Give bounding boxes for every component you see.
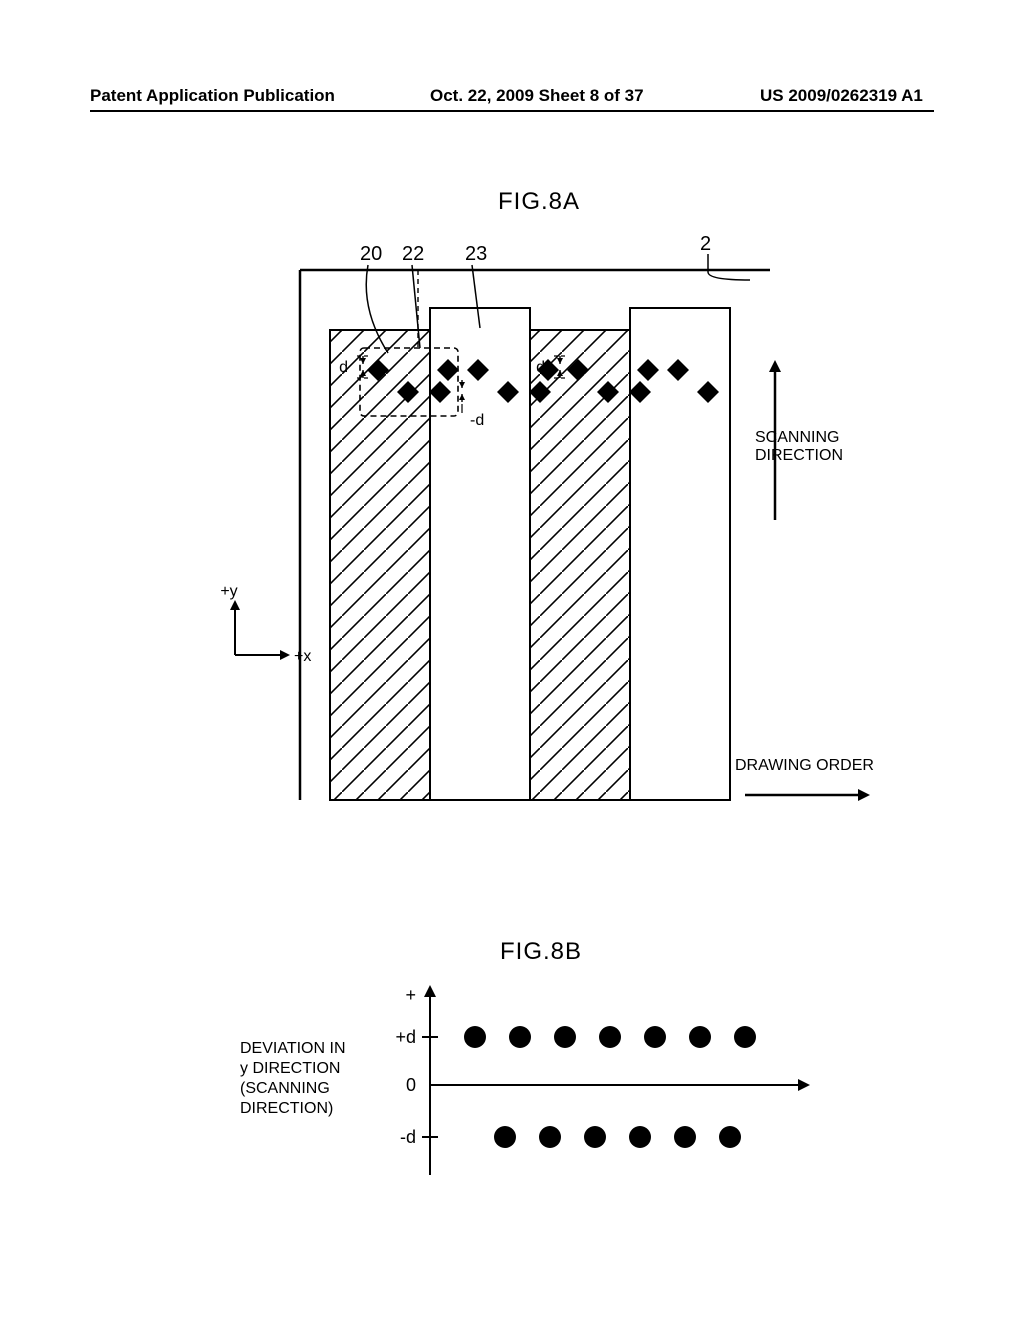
svg-text:20: 20 bbox=[360, 243, 382, 265]
svg-text:(SCANNING: (SCANNING bbox=[240, 1080, 330, 1097]
svg-text:y DIRECTION: y DIRECTION bbox=[240, 1060, 340, 1077]
svg-text:22: 22 bbox=[402, 243, 424, 265]
figure-8a-title: FIG.8A bbox=[498, 188, 580, 216]
svg-text:d: d bbox=[339, 359, 348, 376]
svg-text:DIRECTION): DIRECTION) bbox=[240, 1100, 333, 1117]
figure-8b-chart: +d -d 0 + DEVIATION IN y DIRECTION (SCANNING DI… bbox=[200, 965, 880, 1215]
svg-text:d: d bbox=[536, 359, 545, 376]
svg-text:+d: +d bbox=[395, 1027, 416, 1047]
svg-text:2: 2 bbox=[700, 233, 711, 255]
svg-text:+y: +y bbox=[220, 583, 237, 600]
header-rule bbox=[90, 110, 934, 112]
svg-text:+x: +x bbox=[294, 648, 311, 665]
svg-text:-d: -d bbox=[400, 1127, 416, 1147]
svg-text:23: 23 bbox=[465, 243, 487, 265]
header-left-text: Patent Application Publication bbox=[90, 86, 335, 106]
svg-text:-d: -d bbox=[470, 412, 484, 429]
svg-text:0: 0 bbox=[406, 1075, 416, 1095]
svg-text:+: + bbox=[405, 985, 416, 1005]
figure-8a-diagram: d d -d 20 22 23 2 SCANNINGDIRECTION DRAWING ORDE… bbox=[210, 220, 910, 830]
header-right-text: US 2009/0262319 A1 bbox=[760, 86, 923, 106]
svg-text:DRAWING ORDER: DRAWING ORDER bbox=[735, 757, 874, 774]
svg-text:SCANNING: SCANNING bbox=[755, 429, 839, 446]
page: Patent Application Publication Oct. 22, … bbox=[0, 0, 1024, 1320]
figure-8b-title: FIG.8B bbox=[500, 938, 582, 966]
svg-text:DIRECTION: DIRECTION bbox=[755, 447, 843, 464]
svg-text:DEVIATION IN: DEVIATION IN bbox=[240, 1040, 346, 1057]
header-mid-text: Oct. 22, 2009 Sheet 8 of 37 bbox=[430, 86, 644, 106]
